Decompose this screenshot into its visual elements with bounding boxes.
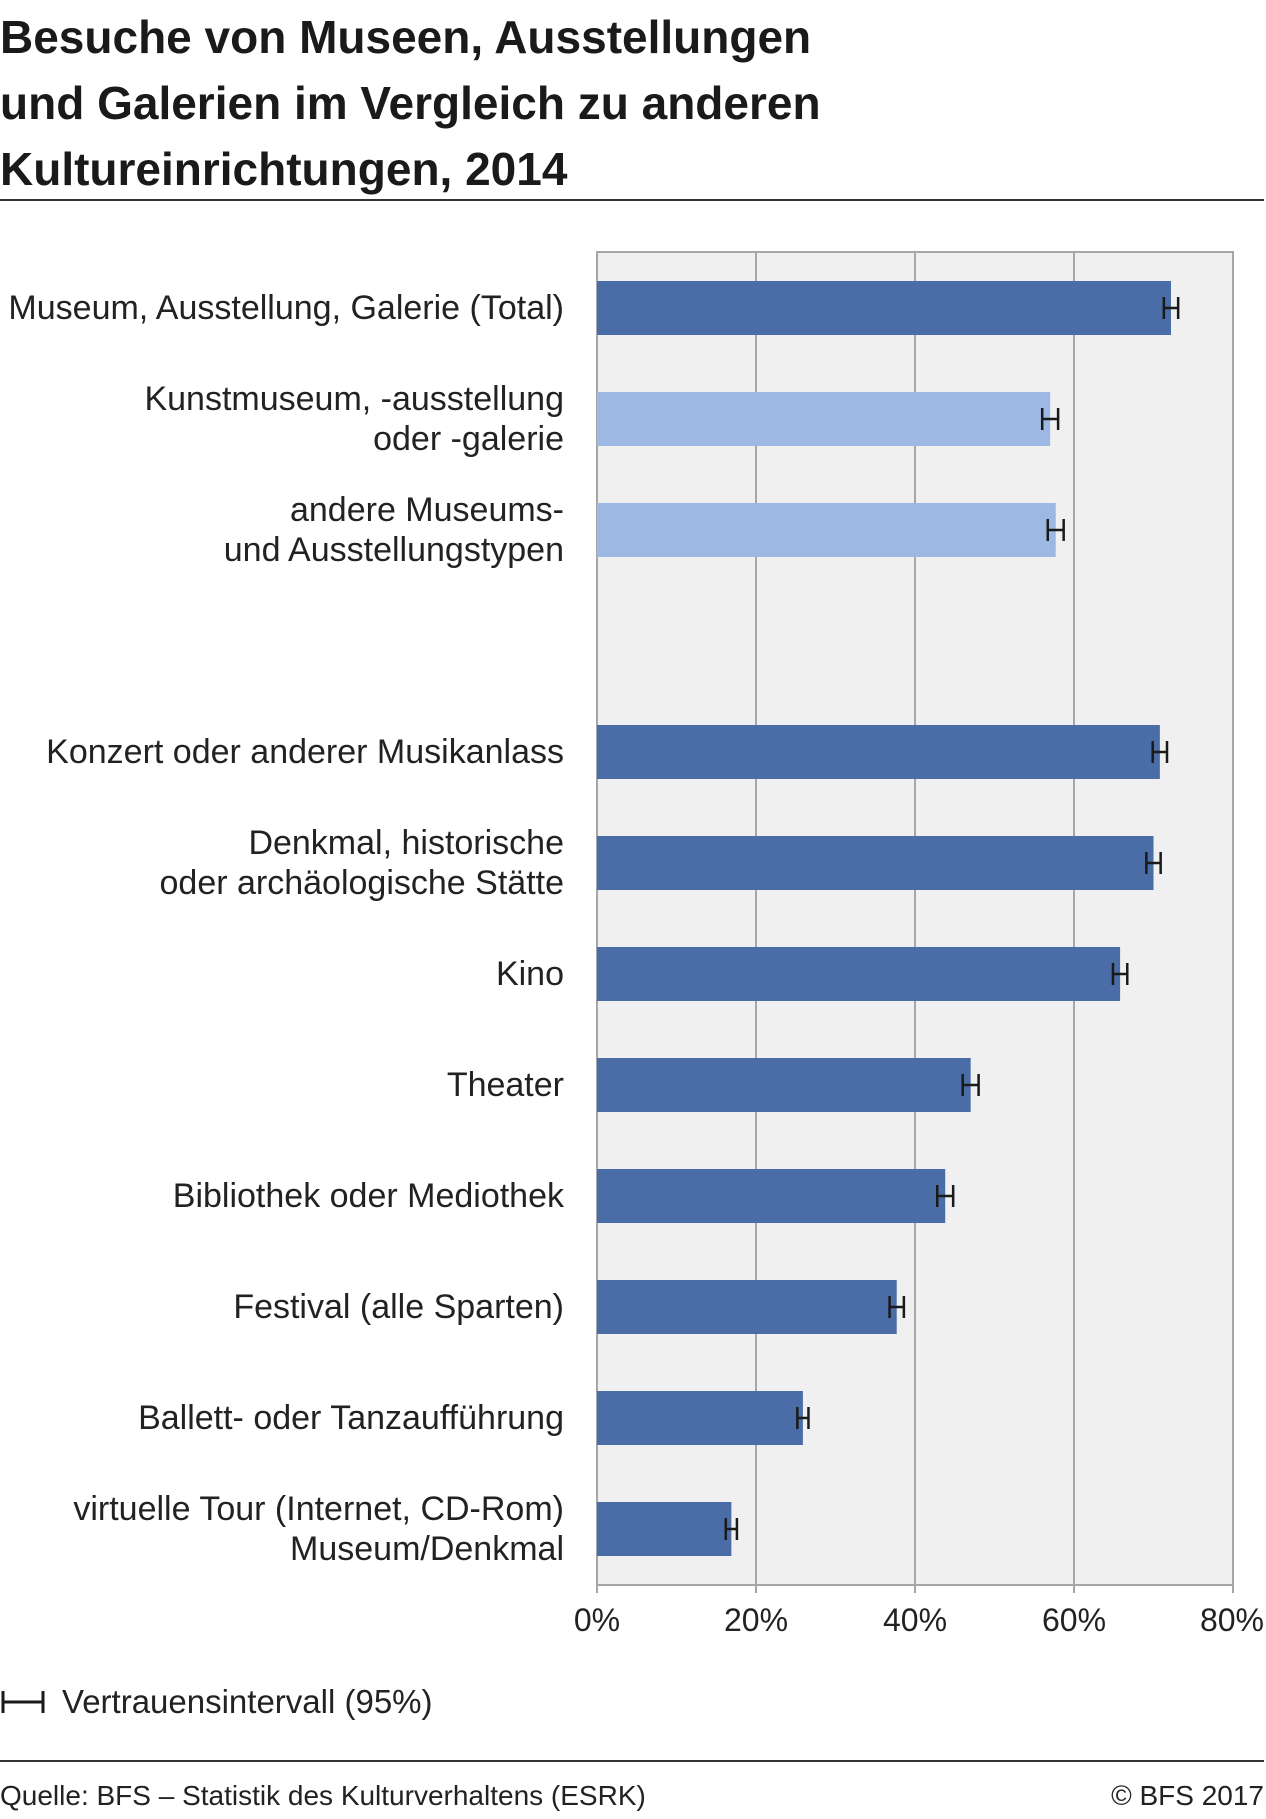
category-label-line: Museum, Ausstellung, Galerie (Total): [8, 289, 564, 327]
category-label: Konzert oder anderer Musikanlass: [4, 732, 564, 772]
category-label: Denkmal, historische oder archäologische …: [4, 823, 564, 903]
x-tick-label: 20%: [723, 1602, 789, 1638]
bar: [597, 725, 1160, 779]
category-label-line: oder archäologische Stätte: [159, 864, 564, 902]
bar: [597, 503, 1056, 557]
category-label-line: und Ausstellungstypen: [223, 531, 564, 569]
bar: [597, 836, 1154, 890]
category-label: Festival (alle Sparten): [4, 1287, 564, 1327]
chart-title: Besuche von Museen, Ausstellungen und Ga…: [0, 4, 1000, 202]
category-label: Kunstmuseum, -ausstellung oder -galerie: [4, 379, 564, 459]
chart-title-line: Besuche von Museen, Ausstellungen: [0, 11, 812, 63]
category-label: Museum, Ausstellung, Galerie (Total): [4, 288, 564, 328]
x-tick-label: 80%: [1199, 1602, 1264, 1638]
category-label-line: Theater: [446, 1066, 564, 1104]
category-label-line: Kino: [495, 955, 564, 993]
category-label-line: Festival (alle Sparten): [233, 1288, 564, 1326]
bar: [597, 1169, 946, 1223]
bar: [597, 281, 1171, 335]
bar: [597, 392, 1051, 446]
category-label-line: Ballett- oder Tanzaufführung: [138, 1399, 564, 1437]
bar: [597, 1391, 803, 1445]
x-tick-label: 60%: [1041, 1602, 1107, 1638]
confidence-interval-icon: [1, 1691, 45, 1713]
copyright-note: © BFS 2017: [1111, 1780, 1264, 1811]
top-divider: [0, 199, 1264, 201]
bar: [597, 1502, 732, 1556]
category-label-line: oder -galerie: [373, 420, 564, 458]
x-tick-label: 0%: [573, 1602, 621, 1638]
source-note: Quelle: BFS – Statistik des Kulturverhal…: [0, 1780, 646, 1811]
category-label: Theater: [4, 1065, 564, 1105]
bar: [597, 1280, 897, 1334]
category-label: Ballett- oder Tanzaufführung: [4, 1398, 564, 1438]
category-label-line: virtuelle Tour (Internet, CD-Rom): [73, 1490, 564, 1528]
category-label: Kino: [4, 954, 564, 994]
chart-legend: Vertrauensintervall (95%): [0, 1680, 433, 1724]
category-label-line: Denkmal, historische: [248, 824, 564, 862]
chart-title-line: Kultureinrichtungen, 2014: [0, 143, 568, 195]
category-label-line: Kunstmuseum, -ausstellung: [144, 380, 564, 418]
category-label-line: Museum/Denkmal: [290, 1530, 564, 1568]
category-label-line: Konzert oder anderer Musikanlass: [46, 733, 564, 771]
legend-label: Vertrauensintervall (95%): [62, 1683, 433, 1720]
bar-chart-svg: [596, 251, 1234, 1593]
bar: [597, 1058, 971, 1112]
bar-chart: Museum, Ausstellung, Galerie (Total) Kuns…: [4, 251, 1264, 1638]
bottom-divider: [0, 1760, 1264, 1762]
category-label: andere Museums-und Ausstellungstypen: [4, 490, 564, 570]
category-label-line: Bibliothek oder Mediothek: [172, 1177, 564, 1215]
chart-title-line: und Galerien im Vergleich zu anderen: [0, 77, 821, 129]
category-label: virtuelle Tour (Internet, CD-Rom) Museum/…: [4, 1489, 564, 1569]
bar: [597, 947, 1121, 1001]
category-label-line: andere Museums-: [289, 491, 564, 529]
category-label: Bibliothek oder Mediothek: [4, 1176, 564, 1216]
x-tick-label: 40%: [882, 1602, 948, 1638]
